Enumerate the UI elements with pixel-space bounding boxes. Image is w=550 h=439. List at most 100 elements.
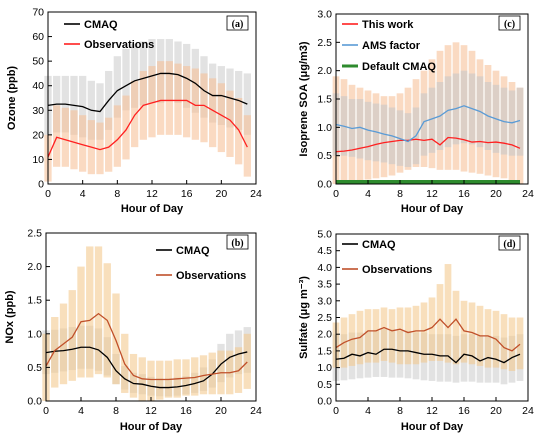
x-tick-label: 8	[397, 188, 403, 200]
x-tick-label: 12	[426, 188, 438, 200]
x-tick-label: 0	[45, 188, 51, 200]
range-band-observations-h6	[96, 122, 104, 175]
chart-panel-a: 0 4 8 12 16 20 24 0 10 20 30 40 50 60 70 Hour of Day Ozo…	[6, 7, 262, 216]
x-tick-label: 4	[80, 188, 86, 200]
y-tick-label: 1.0	[27, 328, 42, 340]
x-tick-label: 24	[250, 405, 262, 417]
y-tick-label: 2.0	[27, 261, 42, 273]
legend-label: Observations	[176, 270, 246, 282]
chart-panel-d: 0 4 8 12 16 20 24 0.0 0.5 1.0 1.5 2.0 2.5 3.0 3.5 4.0 4.…	[298, 229, 534, 434]
y-axis-title: NOx (ppb)	[4, 290, 16, 343]
legend-label: CMAQ	[84, 19, 118, 31]
range-band-observations-h17	[191, 68, 199, 140]
range-band-observations-h21	[500, 314, 508, 370]
range-band-observations-h10	[131, 80, 139, 148]
range-band-observations-h20	[217, 83, 225, 153]
y-tick-label: 40	[32, 80, 44, 92]
range-band-observations-h1	[51, 317, 59, 388]
range-band-cmaq-h23	[243, 73, 251, 135]
x-tick-label: 8	[113, 405, 119, 417]
range-band-observations-h17	[191, 357, 199, 396]
range-band-observations-h3	[68, 290, 76, 381]
range-band-observations-h5	[86, 246, 94, 378]
range-band-observations-h16	[182, 359, 190, 396]
range-band-observations-h7	[388, 309, 396, 363]
y-tick-label: 1.5	[317, 94, 332, 106]
x-tick-label: 12	[146, 188, 158, 200]
x-tick-label: 12	[426, 405, 438, 417]
range-band-observations-h4	[364, 309, 372, 363]
x-tick-label: 8	[114, 188, 120, 200]
legend-label: This work	[362, 19, 414, 31]
range-band-observations-h19	[484, 309, 492, 368]
y-tick-label: 2.5	[317, 312, 332, 324]
legend-label: Observations	[84, 39, 154, 51]
range-band-observations-h6	[380, 307, 388, 361]
series-line-observations	[45, 312, 248, 381]
range-band-observations-h8	[396, 307, 404, 365]
panel-label-box	[226, 234, 249, 250]
series-line-observations	[335, 318, 521, 352]
series-line-this-work	[335, 136, 521, 153]
x-tick-label: 16	[180, 405, 192, 417]
panel-label: (c)	[504, 19, 515, 30]
range-band-observations-h18	[199, 355, 208, 395]
range-band-observations-h23	[516, 317, 524, 370]
y-tick-label: 0	[38, 179, 44, 191]
range-band-observations-h2	[348, 314, 356, 366]
y-tick-label: 50	[32, 56, 44, 68]
range-band-observations-h14	[444, 264, 452, 363]
range-band-ams-factor-h16	[460, 70, 468, 144]
series-line-cmaq	[335, 348, 521, 364]
y-tick-label: 2.5	[317, 37, 332, 49]
range-band-observations-h8	[112, 293, 120, 385]
range-band-observations-h15	[452, 290, 460, 365]
y-tick-label: 0.0	[27, 396, 42, 408]
range-band-ams-factor-h12	[428, 87, 436, 153]
legend-label: CMAQ	[176, 245, 210, 257]
panel-label: (b)	[231, 238, 243, 249]
x-axis-title: Hour of Day	[120, 421, 183, 433]
x-axis-title: Hour of Day	[401, 421, 464, 433]
range-band-observations-h16	[460, 300, 468, 363]
y-tick-label: 1.5	[27, 295, 42, 307]
y-tick-label: 1.0	[317, 122, 332, 134]
x-tick-label: 24	[522, 405, 534, 417]
series-line-ams-factor	[335, 105, 521, 143]
series-line-cmaq	[47, 72, 248, 113]
chart-panel-c: 0 4 8 12 16 20 24 0.0 0.5 1.0 1.5 2.0 2.5 3.0 Hour of …	[298, 9, 534, 216]
x-tick-label: 20	[215, 405, 227, 417]
x-tick-label: 12	[145, 405, 157, 417]
y-tick-label: 2.0	[317, 65, 332, 77]
x-tick-label: 20	[215, 188, 227, 200]
x-tick-label: 8	[397, 405, 403, 417]
range-band-observations-h12	[148, 66, 156, 138]
range-band-observations-h1	[53, 105, 61, 167]
panel-label: (d)	[503, 239, 515, 250]
x-tick-label: 24	[250, 188, 262, 200]
range-band-observations-h13	[157, 61, 165, 135]
x-tick-label: 16	[458, 405, 470, 417]
range-band-observations-h12	[428, 297, 436, 361]
range-band-ams-factor-h23	[516, 87, 524, 156]
range-band-observations-h23	[243, 333, 251, 389]
y-tick-label: 2.0	[317, 329, 332, 341]
range-band-observations-h11	[420, 302, 428, 363]
range-band-ams-factor-h3	[356, 99, 364, 159]
y-tick-label: 3.0	[317, 295, 332, 307]
range-band-ams-factor-h4	[364, 101, 372, 161]
range-band-observations-h18	[200, 73, 208, 143]
x-tick-label: 20	[490, 405, 502, 417]
range-band-cmaq-h9	[122, 48, 130, 111]
panel-label: (a)	[232, 19, 244, 30]
range-band-observations-h9	[122, 95, 130, 160]
y-tick-label: 0.5	[27, 362, 42, 374]
y-tick-label: 4.5	[317, 245, 332, 257]
y-axis-title: Ozone (ppb)	[6, 66, 18, 130]
y-tick-label: 0.0	[317, 396, 332, 408]
x-tick-label: 0	[333, 188, 339, 200]
legend-label: AMS factor	[362, 40, 421, 52]
range-band-observations-h13	[436, 284, 444, 361]
series-line-observations	[47, 99, 248, 158]
